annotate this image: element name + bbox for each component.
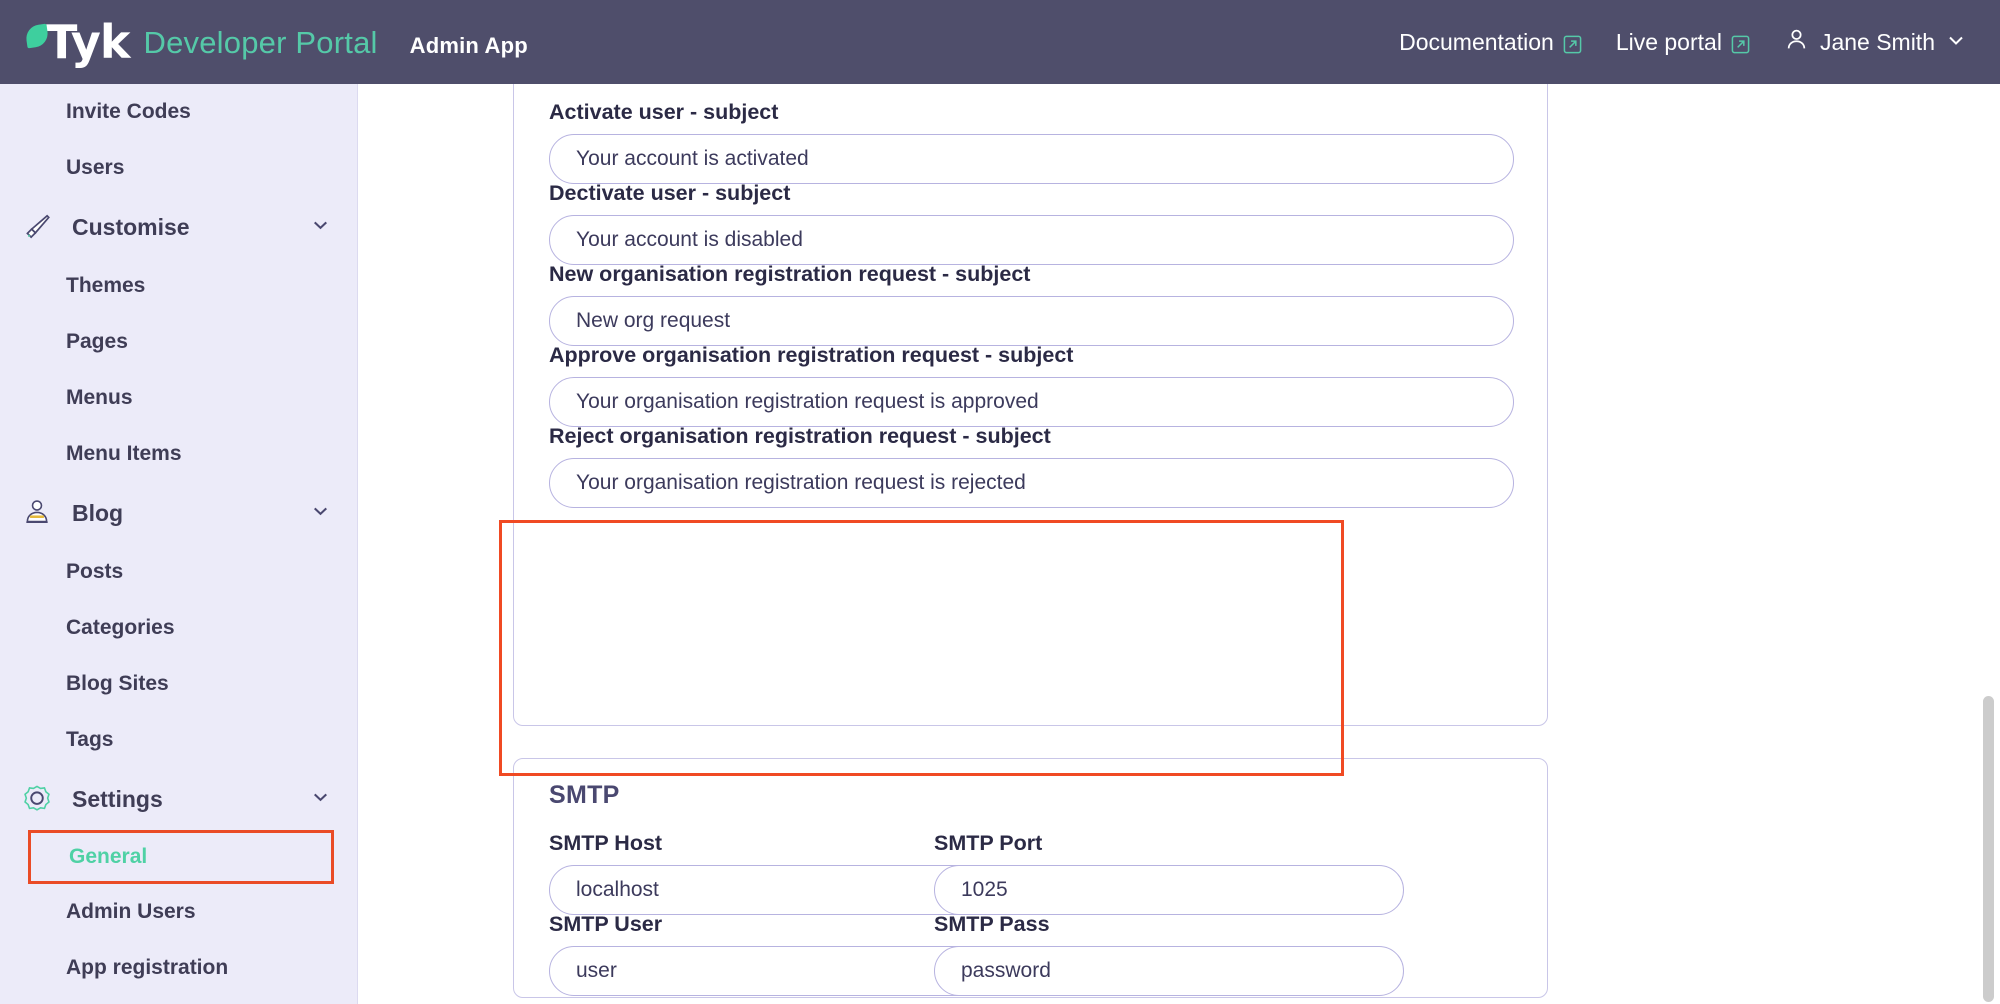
sidebar-item-label: App registration	[66, 956, 229, 979]
main-content-area: Invitation to join the Acme developer po…	[359, 84, 2000, 1004]
field-label: Reject organisation registration request…	[549, 424, 1051, 448]
sidebar-group-label: Settings	[72, 785, 163, 812]
portal-title: Developer Portal	[143, 25, 378, 60]
sidebar-item-posts[interactable]: Posts	[0, 544, 357, 600]
deactivate-user-subject-input[interactable]: Your account is disabled	[549, 215, 1514, 265]
sidebar-item-menus[interactable]: Menus	[0, 370, 357, 426]
paintbrush-icon	[18, 211, 56, 243]
field-label: SMTP User	[549, 912, 663, 936]
sidebar-item-label: Users	[66, 156, 125, 179]
sidebar-group-blog[interactable]: Blog	[0, 482, 357, 544]
smtp-port-input[interactable]: 1025	[934, 865, 1404, 915]
chevron-down-icon[interactable]	[310, 786, 331, 813]
field-reject-org-request-subject: Reject organisation registration request…	[549, 424, 1514, 508]
chevron-down-icon	[1946, 29, 1966, 56]
top-header-bar: Tyk Developer Portal Admin App Documenta…	[0, 0, 2000, 84]
sidebar-item-tags[interactable]: Tags	[0, 712, 357, 768]
sidebar-item-pages[interactable]: Pages	[0, 314, 357, 370]
sidebar-item-label: Menus	[66, 386, 133, 409]
email-settings-card: Invitation to join the Acme developer po…	[513, 84, 1548, 726]
sidebar-item-label: Pages	[66, 330, 128, 353]
admin-app-label: Admin App	[409, 33, 528, 58]
sidebar-group-label: Blog	[72, 499, 124, 526]
sidebar-item-label: Tags	[66, 728, 114, 751]
sidebar-item-label: Admin Users	[66, 900, 196, 923]
new-org-request-subject-input[interactable]: New org request	[549, 296, 1514, 346]
sidebar-item-label: Themes	[66, 274, 146, 297]
gear-icon	[18, 783, 56, 815]
sidebar-group-label: Customise	[72, 213, 190, 240]
blog-icon	[18, 497, 56, 529]
live-portal-label: Live portal	[1615, 28, 1722, 55]
field-label: Dectivate user - subject	[549, 181, 791, 205]
field-label: SMTP Port	[934, 831, 1043, 855]
sidebar-item-blog-sites[interactable]: Blog Sites	[0, 656, 357, 712]
external-link-icon	[1563, 33, 1582, 53]
field-label: SMTP Pass	[934, 912, 1050, 936]
external-link-icon	[1731, 33, 1750, 53]
activate-user-subject-input[interactable]: Your account is activated	[549, 134, 1514, 184]
field-approve-org-request-subject: Approve organisation registration reques…	[549, 343, 1514, 427]
field-label: Activate user - subject	[549, 100, 779, 124]
sidebar-item-themes[interactable]: Themes	[0, 258, 357, 314]
sidebar-item-general[interactable]: General	[28, 830, 334, 884]
field-activate-user-subject: Activate user - subject Your account is …	[549, 100, 1514, 184]
user-avatar-icon	[1784, 27, 1809, 58]
sidebar-item-label: Blog Sites	[66, 672, 169, 695]
sidebar-item-admin-users[interactable]: Admin Users	[0, 884, 357, 940]
user-name: Jane Smith	[1819, 28, 1935, 55]
sidebar-item-categories[interactable]: Categories	[0, 600, 357, 656]
vertical-scrollbar-track[interactable]	[1983, 84, 1998, 1004]
sidebar-item-label: Menu Items	[66, 442, 182, 465]
sidebar-item-label: Invite Codes	[66, 100, 191, 123]
approve-org-request-subject-input[interactable]: Your organisation registration request i…	[549, 377, 1514, 427]
live-portal-link[interactable]: Live portal	[1616, 29, 1750, 56]
sidebar-group-settings[interactable]: Settings	[0, 768, 357, 830]
field-deactivate-user-subject: Dectivate user - subject Your account is…	[549, 181, 1514, 265]
reject-org-request-subject-input[interactable]: Your organisation registration request i…	[549, 458, 1514, 508]
sidebar-item-label: General	[69, 845, 148, 868]
logo-text: Tyk	[46, 15, 130, 69]
sidebar-item-app-registration[interactable]: App registration	[0, 940, 357, 996]
sidebar-item-invite-codes[interactable]: Invite Codes	[0, 84, 357, 140]
tyk-logo[interactable]: Tyk	[24, 15, 130, 69]
sidebar-item-label: Categories	[66, 616, 175, 639]
vertical-scrollbar-thumb[interactable]	[1983, 696, 1994, 1002]
chevron-down-icon[interactable]	[310, 214, 331, 241]
field-label: SMTP Host	[549, 831, 663, 855]
sidebar-item-menu-items[interactable]: Menu Items	[0, 426, 357, 482]
chevron-down-icon[interactable]	[310, 500, 331, 527]
field-smtp-port: SMTP Port 1025	[934, 831, 1404, 915]
field-new-org-request-subject: New organisation registration request - …	[549, 262, 1514, 346]
sidebar-navigation: Invite Codes Users Customise Themes Page…	[0, 84, 358, 1004]
sidebar-item-users[interactable]: Users	[0, 140, 357, 196]
field-smtp-pass: SMTP Pass password	[934, 912, 1404, 996]
sidebar-group-customise[interactable]: Customise	[0, 196, 357, 258]
smtp-settings-card: SMTP SMTP Host localhost SMTP Port 1025 …	[513, 758, 1548, 998]
brand[interactable]: Tyk Developer Portal Admin App	[24, 15, 528, 69]
field-label: Approve organisation registration reques…	[549, 343, 1074, 367]
sidebar-item-label: Posts	[66, 560, 124, 583]
smtp-pass-input[interactable]: password	[934, 946, 1404, 996]
user-menu[interactable]: Jane Smith	[1784, 27, 1966, 58]
smtp-section-title: SMTP	[549, 781, 620, 809]
header-actions: Documentation Live portal	[1399, 27, 1966, 58]
documentation-link[interactable]: Documentation	[1399, 29, 1582, 56]
documentation-label: Documentation	[1399, 28, 1554, 55]
field-label: New organisation registration request - …	[549, 262, 1031, 286]
